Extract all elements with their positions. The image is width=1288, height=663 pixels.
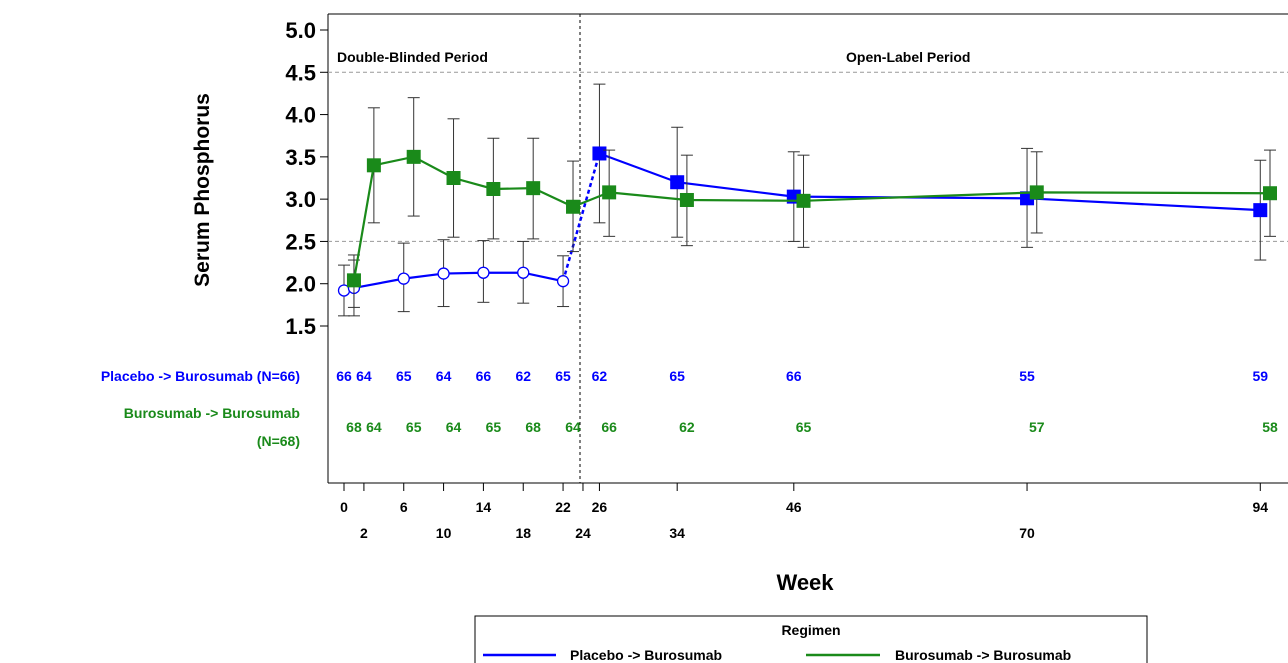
placebo-point-db-6 (556, 275, 570, 288)
x-tick-label-top-4: 26 (592, 499, 608, 515)
burosumab-n-count-6: 64 (565, 419, 581, 435)
burosumab-n-count-0: 68 (346, 419, 362, 435)
period-label-open-label: Open-Label Period (846, 49, 970, 65)
burosumab-point-db-4 (486, 181, 501, 196)
y-tick-label-6: 2.0 (285, 272, 316, 297)
burosumab-point-ol-3 (1029, 185, 1044, 200)
x-tick-label-bottom-4: 34 (669, 525, 685, 541)
burosumab-point-ol-2 (796, 193, 811, 208)
x-tick-label-top-6: 94 (1252, 499, 1268, 515)
legend-label-burosumab-line: Burosumab -> Burosumab (895, 647, 1071, 663)
placebo-connector-line (561, 153, 601, 282)
y-tick-label-7: 1.5 (285, 314, 316, 339)
y-tick-label-3: 3.5 (285, 145, 316, 170)
placebo-point-ol-1 (670, 175, 685, 190)
placebo-n-count-6: 65 (555, 368, 571, 384)
placebo-point-db-3 (437, 267, 450, 280)
burosumab-n-count-8: 62 (679, 419, 695, 435)
burosumab-n-count-9: 65 (796, 419, 812, 435)
burosumab-point-ol-1 (679, 192, 694, 207)
placebo-line-open-label (599, 152, 1261, 212)
burosumab-n-count-10: 57 (1029, 419, 1045, 435)
burosumab-n-count-2: 65 (406, 419, 422, 435)
placebo-n-count-10: 55 (1019, 368, 1035, 384)
burosumab-n-count-4: 65 (486, 419, 502, 435)
burosumab-line-open-label (609, 191, 1271, 202)
burosumab-group-label-line1: Burosumab -> Burosumab (124, 405, 300, 421)
placebo-n-count-2: 65 (396, 368, 412, 384)
y-tick-label-4: 3.0 (285, 187, 316, 212)
burosumab-n-count-3: 64 (446, 419, 462, 435)
x-tick-label-bottom-0: 2 (360, 525, 368, 541)
placebo-n-count-7: 62 (592, 368, 608, 384)
burosumab-n-count-7: 66 (601, 419, 617, 435)
burosumab-point-db-5 (526, 181, 541, 196)
x-tick-label-bottom-5: 70 (1019, 525, 1035, 541)
y-tick-label-5: 2.5 (285, 229, 316, 254)
x-tick-label-top-5: 46 (786, 499, 802, 515)
burosumab-point-db-0 (346, 273, 361, 288)
placebo-line-double-blind (343, 271, 564, 292)
burosumab-point-db-3 (446, 171, 461, 185)
x-tick-label-bottom-3: 24 (575, 525, 591, 541)
placebo-n-count-4: 66 (476, 368, 492, 384)
placebo-group-label: Placebo -> Burosumab (N=66) (101, 368, 300, 384)
placebo-n-count-8: 65 (669, 368, 685, 384)
burosumab-n-count-11: 58 (1262, 419, 1278, 435)
placebo-n-count-9: 66 (786, 368, 802, 384)
legend-label-placebo-line: Placebo -> Burosumab (570, 647, 722, 663)
x-tick-label-top-2: 14 (476, 499, 492, 515)
burosumab-group-label-line2: (N=68) (257, 433, 300, 449)
x-tick-label-top-3: 22 (555, 499, 571, 515)
placebo-point-db-2 (397, 272, 410, 285)
period-label-double-blinded: Double-Blinded Period (337, 49, 488, 65)
x-tick-label-top-0: 0 (340, 499, 348, 515)
y-tick-label-0: 5.0 (285, 18, 316, 43)
burosumab-n-count-1: 64 (366, 419, 382, 435)
placebo-n-count-1: 64 (356, 368, 372, 384)
burosumab-point-db-2 (406, 149, 421, 164)
burosumab-n-count-5: 68 (525, 419, 541, 435)
x-tick-label-bottom-1: 10 (436, 525, 452, 541)
x-tick-label-top-1: 6 (400, 499, 408, 515)
burosumab-line-double-blind (352, 155, 574, 281)
x-axis-title: Week (776, 570, 834, 595)
y-tick-label-1: 4.5 (285, 60, 316, 85)
placebo-n-count-0: 66 (336, 368, 352, 384)
placebo-point-db-4 (477, 266, 490, 279)
placebo-point-ol-4 (1253, 203, 1268, 218)
burosumab-point-ol-4 (1263, 186, 1277, 201)
y-tick-label-2: 4.0 (285, 103, 316, 128)
y-axis-title: Serum Phosphorus (191, 93, 214, 287)
placebo-point-db-5 (517, 266, 530, 279)
burosumab-point-db-1 (366, 158, 381, 173)
burosumab-point-db-6 (566, 199, 581, 214)
x-tick-label-bottom-2: 18 (515, 525, 531, 541)
burosumab-point-ol-0 (602, 185, 617, 200)
placebo-n-count-3: 64 (436, 368, 452, 384)
placebo-n-count-11: 59 (1252, 368, 1268, 384)
legend-title: Regimen (781, 622, 840, 638)
placebo-point-ol-0 (592, 146, 607, 161)
placebo-n-count-5: 62 (515, 368, 531, 384)
